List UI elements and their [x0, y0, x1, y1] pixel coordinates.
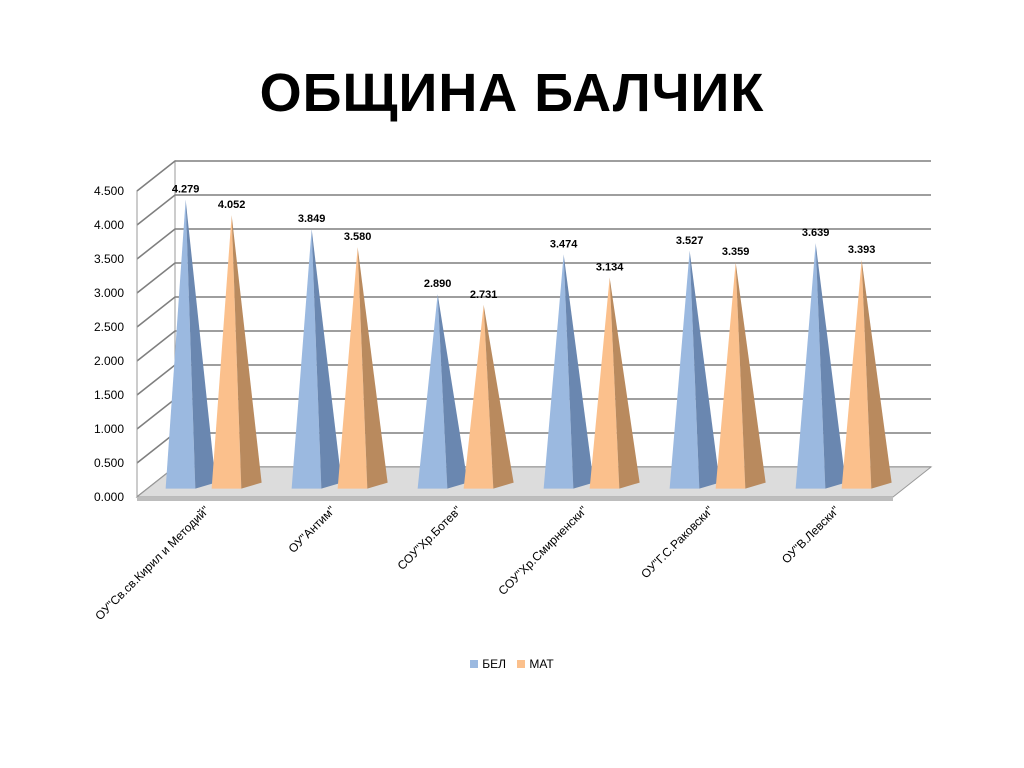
- bar-mat: [337, 247, 368, 489]
- bar-mat: [463, 304, 494, 489]
- legend-item-bel: БЕЛ: [470, 657, 506, 671]
- data-label-bel: 3.474: [550, 238, 578, 250]
- legend-label-bel: БЕЛ: [482, 657, 506, 671]
- bar-side-bel: [437, 294, 468, 489]
- bar-side-mat: [357, 247, 388, 489]
- legend-swatch-mat: [517, 660, 526, 668]
- bar-mat: [841, 259, 872, 489]
- x-tick-label: ОУ"Антим": [286, 503, 339, 556]
- legend-swatch-bel: [470, 660, 479, 668]
- floor-edge: [137, 497, 893, 501]
- y-tick-label: 0.500: [94, 456, 124, 470]
- data-label-bel: 3.527: [676, 235, 704, 247]
- y-tick-label: 3.500: [94, 252, 124, 266]
- x-tick-label: ОУ"В.Левски": [779, 503, 842, 566]
- y-tick-label: 1.000: [94, 422, 124, 436]
- bar-side-bel: [815, 243, 846, 489]
- x-tick-label: СОУ"Хр.Смирненски": [496, 503, 591, 598]
- data-label-bel: 3.849: [298, 213, 326, 225]
- page-title: ОБЩИНА БАЛЧИК: [259, 63, 765, 123]
- gridline: [136, 228, 931, 260]
- data-label-mat: 3.359: [722, 246, 750, 258]
- gridline: [136, 160, 931, 192]
- bar-mat: [211, 215, 242, 489]
- bar-side-mat: [483, 304, 514, 489]
- bar-side-bel: [185, 199, 216, 489]
- data-label-mat: 3.393: [848, 244, 876, 256]
- bar-side-mat: [231, 215, 262, 489]
- bar-bel: [291, 228, 322, 489]
- legend-label-mat: МАТ: [529, 657, 554, 671]
- data-label-mat: 3.580: [344, 231, 372, 243]
- legend: БЕЛ МАТ: [0, 657, 1024, 671]
- data-label-bel: 3.639: [802, 227, 830, 239]
- data-label-mat: 4.052: [218, 199, 246, 211]
- gridline: [136, 262, 931, 294]
- x-tick-label: СОУ"Хр.Ботев": [395, 503, 465, 573]
- legend-item-mat: МАТ: [517, 657, 554, 671]
- y-tick-label: 3.000: [94, 286, 124, 300]
- x-tick-label: ОУ"Г.С.Раковски": [638, 503, 716, 581]
- x-tick-label: ОУ"Св.св.Кирил и Методий": [92, 503, 212, 623]
- bar-side-mat: [609, 277, 640, 489]
- data-label-bel: 4.279: [172, 184, 200, 196]
- bar-mat: [589, 277, 620, 489]
- y-tick-label: 4.500: [94, 184, 124, 198]
- bar-bel: [543, 254, 574, 489]
- data-label-mat: 2.731: [470, 289, 498, 301]
- data-label-mat: 3.134: [596, 261, 624, 273]
- bar-bel: [795, 243, 826, 489]
- bar-side-bel: [563, 254, 594, 489]
- y-tick-label: 1.500: [94, 388, 124, 402]
- data-label-bel: 2.890: [424, 278, 452, 290]
- bar-mat: [715, 262, 746, 489]
- gridline: [136, 330, 931, 362]
- gridline: [136, 296, 931, 328]
- bar-bel: [417, 294, 448, 489]
- y-tick-label: 2.000: [94, 354, 124, 368]
- bar-side-bel: [689, 250, 720, 489]
- y-tick-label: 0.000: [94, 490, 124, 504]
- bar-bel: [669, 250, 700, 489]
- bar-side-mat: [735, 262, 766, 489]
- y-tick-label: 2.500: [94, 320, 124, 334]
- bar-side-bel: [311, 228, 342, 489]
- gridline: [136, 194, 931, 226]
- bar-bel: [165, 199, 196, 489]
- y-tick-label: 4.000: [94, 218, 124, 232]
- bar-side-mat: [861, 259, 892, 489]
